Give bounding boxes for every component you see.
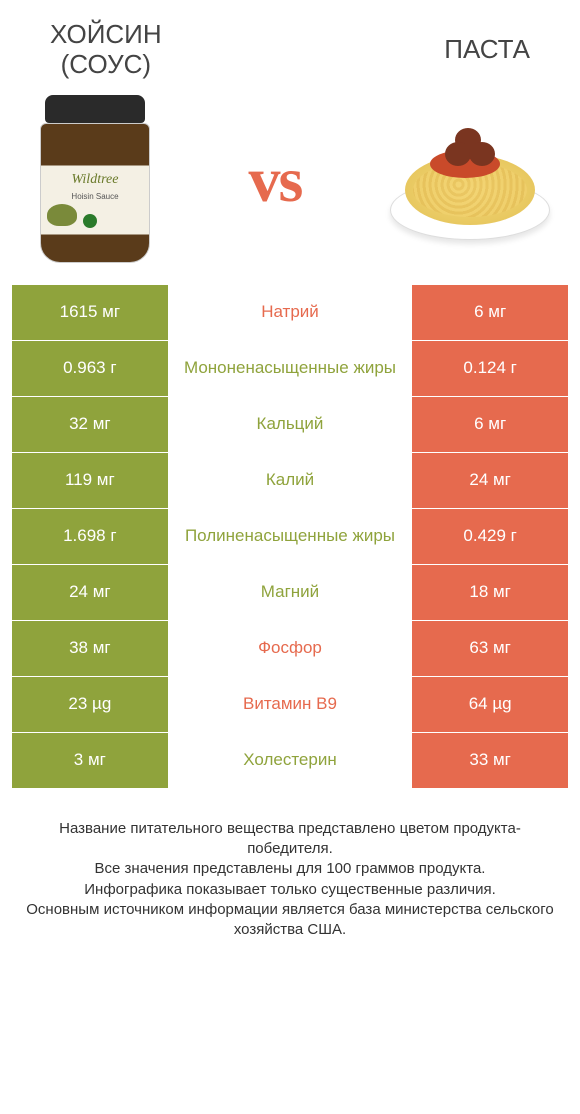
title-left-line2: (соус): [61, 49, 151, 79]
value-right: 18 мг: [412, 565, 568, 620]
nutrient-name: Натрий: [168, 285, 413, 340]
nutrient-name: Витамин B9: [168, 677, 413, 732]
value-right: 6 мг: [412, 285, 568, 340]
header: Хойсин (соус) Паста: [0, 0, 580, 85]
nutrient-name: Кальций: [168, 397, 413, 452]
value-right: 6 мг: [412, 397, 568, 452]
value-left: 23 µg: [12, 677, 168, 732]
value-left: 3 мг: [12, 733, 168, 788]
value-right: 0.429 г: [412, 509, 568, 564]
table-row: 0.963 гМононенасыщенные жиры0.124 г: [12, 341, 568, 397]
pasta-plate-icon: [390, 120, 550, 240]
footer-note: Название питательного вещества представл…: [0, 789, 580, 941]
title-left: Хойсин (соус): [50, 20, 162, 80]
title-left-line1: Хойсин: [50, 19, 162, 49]
table-row: 38 мгФосфор63 мг: [12, 621, 568, 677]
jar-brand: Wildtree: [41, 172, 149, 188]
table-row: 1615 мгНатрий6 мг: [12, 285, 568, 341]
value-left: 1.698 г: [12, 509, 168, 564]
value-left: 0.963 г: [12, 341, 168, 396]
footer-line: Основным источником информации является …: [26, 900, 554, 941]
images-row: Wildtree Hoisin Sauce vs: [0, 85, 580, 285]
title-right: Паста: [444, 35, 530, 65]
hoisin-jar-icon: Wildtree Hoisin Sauce: [30, 95, 160, 265]
value-left: 38 мг: [12, 621, 168, 676]
nutrient-name: Магний: [168, 565, 413, 620]
vs-label: vs: [249, 143, 302, 217]
table-row: 23 µgВитамин B964 µg: [12, 677, 568, 733]
value-right: 0.124 г: [412, 341, 568, 396]
nutrient-name: Фосфор: [168, 621, 413, 676]
table-row: 32 мгКальций6 мг: [12, 397, 568, 453]
nutrient-name: Мононенасыщенные жиры: [168, 341, 413, 396]
value-left: 32 мг: [12, 397, 168, 452]
table-row: 119 мгКалий24 мг: [12, 453, 568, 509]
comparison-table: 1615 мгНатрий6 мг0.963 гМононенасыщенные…: [12, 285, 568, 789]
value-left: 119 мг: [12, 453, 168, 508]
value-right: 24 мг: [412, 453, 568, 508]
table-row: 24 мгМагний18 мг: [12, 565, 568, 621]
jar-sub: Hoisin Sauce: [41, 192, 149, 201]
footer-line: Все значения представлены для 100 граммо…: [26, 859, 554, 879]
value-right: 33 мг: [412, 733, 568, 788]
value-right: 64 µg: [412, 677, 568, 732]
nutrient-name: Полиненасыщенные жиры: [168, 509, 413, 564]
table-row: 1.698 гПолиненасыщенные жиры0.429 г: [12, 509, 568, 565]
footer-line: Инфографика показывает только существенн…: [26, 880, 554, 900]
value-left: 1615 мг: [12, 285, 168, 340]
table-row: 3 мгХолестерин33 мг: [12, 733, 568, 789]
nutrient-name: Калий: [168, 453, 413, 508]
value-right: 63 мг: [412, 621, 568, 676]
footer-line: Название питательного вещества представл…: [26, 819, 554, 860]
value-left: 24 мг: [12, 565, 168, 620]
nutrient-name: Холестерин: [168, 733, 413, 788]
